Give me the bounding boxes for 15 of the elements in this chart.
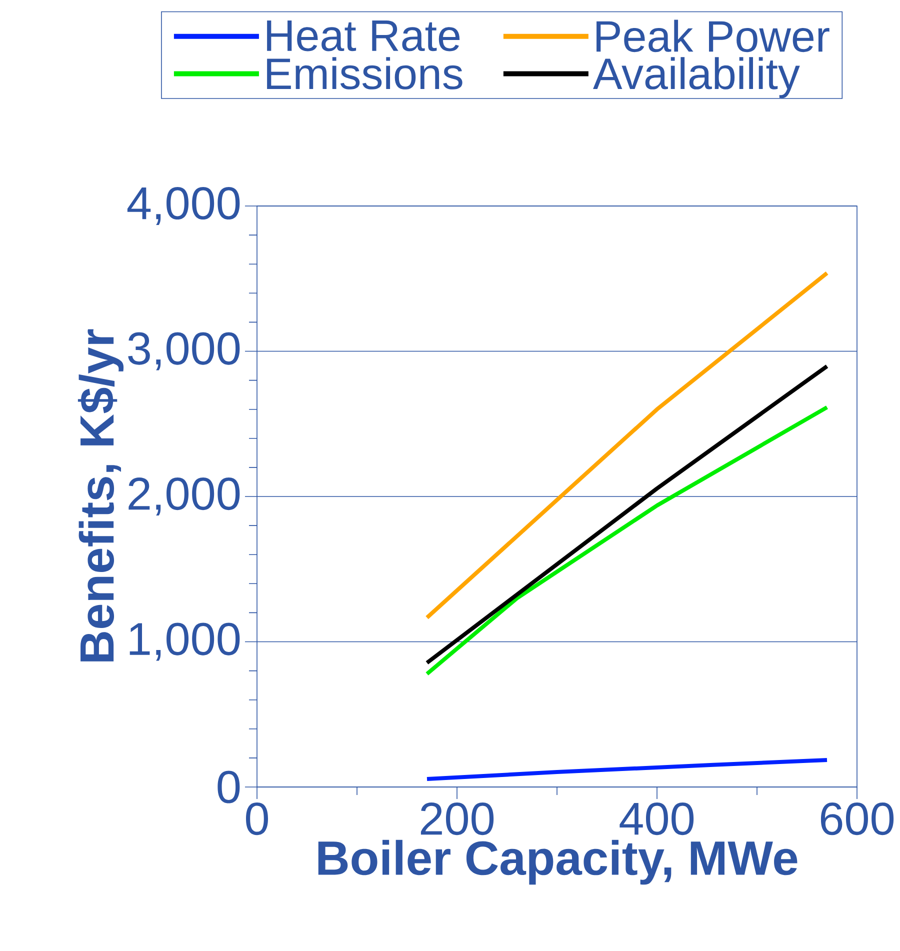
x-tick-label: 200 [420,802,494,836]
legend-label: Heat Rate [267,20,460,52]
y-tick-label: 1,000 [130,622,240,661]
y-tick-label: 4,000 [127,186,240,225]
x-tick-label: 600 [820,802,894,836]
y-tick-label: 3,000 [128,332,240,370]
legend-label: Emissions [267,57,462,90]
legend-label: Peak Power [596,20,830,52]
y-tick-label: 2,000 [128,477,240,516]
x-tick-label: 0 [246,802,268,836]
y-axis-title: Benefits, K$/yr [78,329,124,662]
x-tick-label: 400 [620,802,694,836]
y-tick-label: 0 [218,770,240,804]
x-axis-title: Boiler Capacity, MWe [318,840,798,885]
legend-label: Availability [593,57,800,98]
